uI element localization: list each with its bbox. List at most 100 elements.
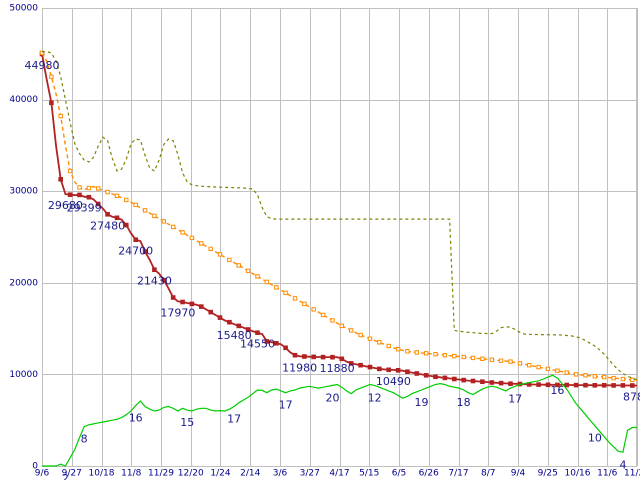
data-point-marker	[133, 202, 138, 208]
data-point-marker	[39, 50, 45, 56]
data-point-marker	[592, 374, 597, 379]
y-axis-tick-label: 30000	[9, 187, 38, 197]
data-value-label-green: 19	[414, 396, 428, 409]
x-axis-tick-label: 6/5	[392, 469, 406, 479]
data-point-marker	[583, 382, 588, 388]
gridlines	[42, 8, 638, 467]
data-point-marker	[611, 383, 616, 388]
x-axis-tick-label: 10/16	[565, 469, 591, 479]
data-point-marker	[630, 377, 635, 383]
data-point-marker	[142, 249, 148, 254]
x-axis-tick-label: 4/17	[329, 469, 349, 479]
x-axis-tick-label: 9/25	[538, 469, 558, 479]
data-point-marker	[564, 382, 570, 388]
data-point-marker	[95, 201, 101, 207]
x-axis-tick-label: 5/15	[359, 469, 379, 479]
data-point-marker	[498, 380, 504, 386]
data-point-marker	[348, 361, 354, 366]
data-value-label-green: 20	[325, 391, 339, 404]
data-point-marker	[386, 367, 391, 373]
data-point-marker	[199, 304, 204, 309]
data-point-marker	[358, 332, 363, 338]
data-point-marker	[414, 371, 420, 376]
y-axis-tick-label: 40000	[9, 95, 38, 105]
data-value-label-green: 18	[457, 396, 471, 409]
data-point-marker	[405, 369, 410, 374]
data-value-label-red: 14550	[240, 338, 275, 351]
data-point-marker	[86, 185, 92, 191]
data-value-label-green: 17	[279, 399, 293, 412]
data-point-marker	[601, 383, 607, 388]
data-point-marker	[264, 339, 270, 344]
data-point-marker	[461, 354, 466, 360]
data-point-marker	[555, 368, 560, 373]
data-point-marker	[480, 379, 485, 384]
axis-labels-group: 0 10000 20000 30000 40000 50000 9/6 9/27 10/18 11…	[9, 4, 640, 479]
data-point-marker	[67, 192, 73, 197]
data-point-marker	[527, 363, 532, 368]
data-point-marker	[302, 301, 307, 307]
data-point-marker	[517, 361, 523, 366]
data-point-marker	[386, 343, 391, 349]
data-point-marker	[208, 246, 213, 252]
data-point-marker	[170, 295, 176, 300]
data-point-marker	[133, 237, 138, 242]
data-point-marker	[86, 194, 92, 200]
data-point-marker	[545, 382, 551, 388]
data-point-marker	[395, 347, 401, 352]
data-point-marker	[339, 323, 345, 329]
data-point-marker	[255, 330, 260, 335]
data-value-label-red: 21430	[137, 275, 172, 288]
x-axis-tick-label: 9/27	[62, 469, 82, 479]
series-group	[39, 50, 638, 467]
data-point-marker	[452, 376, 457, 382]
x-axis-tick-label: 9/4	[511, 469, 526, 479]
data-labels-group: 4498029680293992748024700214301797015480…	[25, 59, 640, 480]
data-point-marker	[349, 328, 354, 333]
data-value-label-green: 15	[180, 416, 194, 429]
data-value-label-green: 8	[81, 433, 88, 446]
y-axis-tick-label: 20000	[9, 278, 38, 288]
x-axis-tick-label: 6/26	[419, 469, 439, 479]
data-point-marker	[171, 224, 176, 230]
y-axis-tick-label: 10000	[9, 370, 38, 380]
data-point-marker	[274, 285, 279, 290]
x-axis-tick-label: 11/6	[597, 469, 617, 479]
data-value-label-red: 8780	[623, 391, 640, 404]
x-axis-tick-label: 11/29	[148, 469, 174, 479]
data-point-marker	[283, 290, 288, 296]
data-point-marker	[377, 366, 382, 372]
data-value-label-red: 11880	[320, 362, 355, 375]
data-point-marker	[161, 219, 167, 224]
data-point-marker	[49, 74, 54, 79]
data-point-marker	[124, 197, 129, 203]
data-point-marker	[189, 301, 195, 307]
data-point-marker	[405, 349, 410, 354]
data-point-marker	[433, 374, 438, 380]
data-point-marker	[227, 257, 232, 263]
data-value-label-green: 4	[619, 458, 626, 471]
data-point-marker	[508, 381, 513, 386]
data-point-marker	[330, 354, 335, 360]
data-point-marker	[255, 274, 260, 279]
data-value-label-red: 29680	[48, 199, 83, 212]
data-point-marker	[208, 309, 213, 315]
data-point-marker	[367, 336, 373, 341]
data-point-marker	[283, 345, 288, 351]
data-value-label-red: 44980	[25, 59, 60, 72]
data-point-marker	[545, 366, 551, 372]
data-point-marker	[442, 375, 448, 381]
x-axis-tick-label: 1/24	[210, 469, 230, 479]
data-point-marker	[227, 319, 232, 325]
data-point-marker	[555, 382, 560, 388]
data-point-marker	[592, 383, 598, 388]
data-point-marker	[199, 241, 204, 246]
data-value-label-red: 15480	[217, 329, 252, 342]
data-point-marker	[611, 375, 616, 381]
data-point-marker	[58, 113, 63, 119]
data-point-marker	[442, 353, 448, 358]
data-point-marker	[452, 353, 457, 359]
data-point-marker	[152, 213, 157, 219]
